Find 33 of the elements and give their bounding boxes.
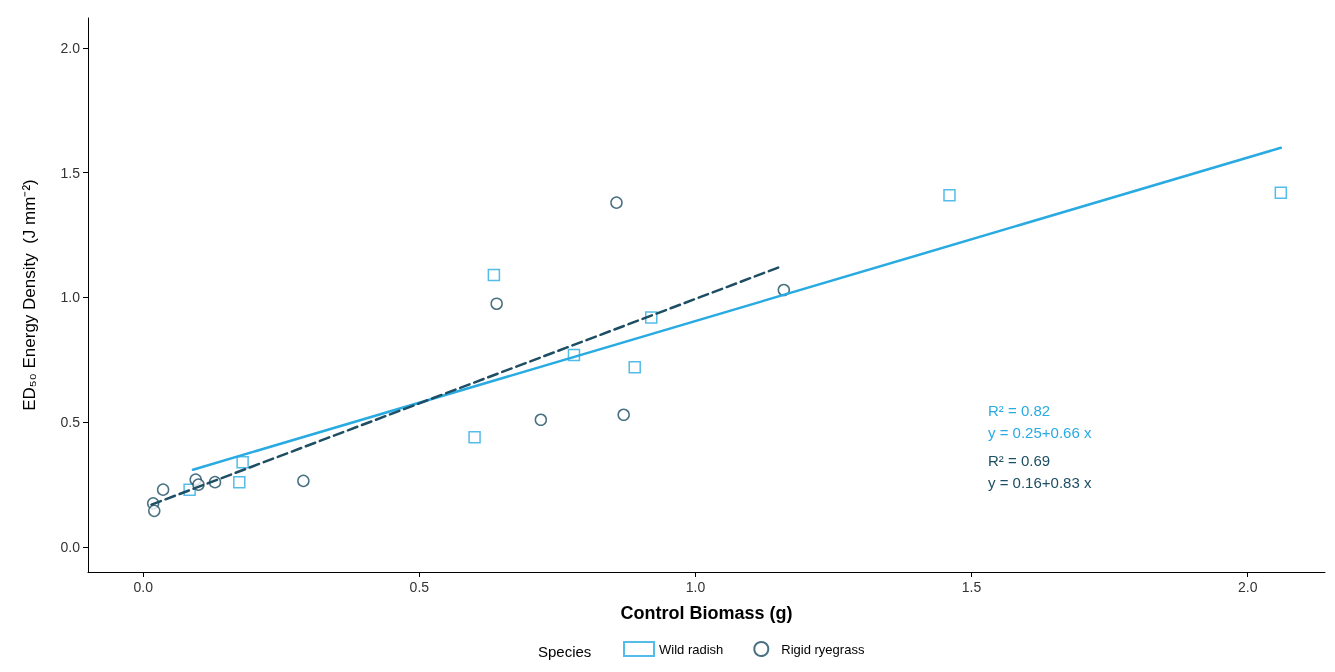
y-tick-label: 1.5 <box>60 164 81 181</box>
x-tick-label: 1.0 <box>685 579 706 595</box>
point <box>148 504 161 518</box>
annotation: R² = 0.69 <box>988 452 1051 469</box>
point <box>534 413 548 427</box>
legend-label: Rigid ryegrass <box>781 641 865 657</box>
legend-title: Species <box>538 643 592 660</box>
x-tick-label: 1.5 <box>961 579 982 595</box>
y-tick-label: 1.0 <box>60 289 81 306</box>
y-tick-label: 0.5 <box>60 414 81 431</box>
x-tick-label: 0.5 <box>409 579 430 595</box>
x-axis-title: Control Biomass (g) <box>620 603 793 623</box>
y-tick-label: 2.0 <box>60 39 81 56</box>
annotation: y = 0.25+0.66 x <box>988 424 1092 441</box>
point <box>610 196 623 209</box>
point <box>468 430 481 444</box>
legend-label: Wild radish <box>659 641 724 657</box>
point <box>1274 186 1288 199</box>
x-tick-label: 0.0 <box>133 579 154 595</box>
point <box>490 297 503 310</box>
point <box>233 475 246 489</box>
x-tick-label: 2.0 <box>1237 579 1258 595</box>
point <box>487 268 501 282</box>
point <box>236 455 249 469</box>
annotation: y = 0.16+0.83 x <box>988 474 1092 491</box>
point <box>628 361 641 374</box>
point <box>297 474 310 488</box>
y-tick-label: 0.0 <box>60 539 81 556</box>
y-axis-title: ED₅₀ Energy Density (J mm⁻²) <box>20 179 39 411</box>
point <box>156 483 170 496</box>
annotation: R² = 0.82 <box>988 402 1051 419</box>
point <box>617 408 630 422</box>
point <box>943 188 956 202</box>
